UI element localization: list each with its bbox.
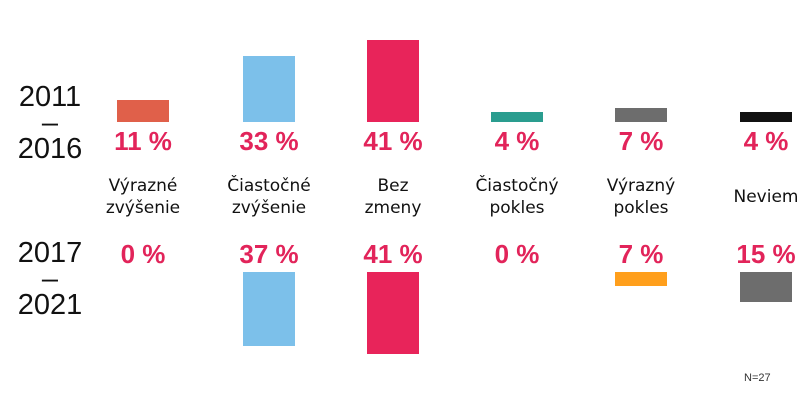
category-label: Výrazné zvýšenie [78, 175, 208, 219]
bar [243, 56, 295, 122]
value-label: 0 % [494, 239, 540, 269]
category-label-line: Neviem [733, 187, 799, 207]
period-top-end: 2016 [17, 133, 83, 165]
value-label: 0 % [120, 239, 166, 269]
category-label-line: Čiastočné [227, 176, 311, 196]
category-label: Čiastočné zvýšenie [204, 175, 334, 219]
period-top-start: 2011 [18, 81, 82, 113]
sample-size-note: N=27 [744, 372, 771, 384]
value-label: 15 % [736, 239, 796, 269]
bar [491, 112, 543, 122]
bar [615, 272, 667, 286]
period-bottom-dash: – [41, 263, 59, 295]
category-label: Výrazný pokles [576, 175, 706, 219]
period-label-top: 2011 – 2016 [0, 81, 100, 165]
value-label: 7 % [618, 239, 664, 269]
bar [740, 272, 792, 302]
bar [367, 40, 419, 122]
period-bottom-start: 2017 [17, 237, 83, 269]
category-label-line: zvýšenie [231, 198, 307, 218]
period-label-bottom: 2017 – 2021 [0, 237, 100, 321]
value-label: 41 % [363, 126, 423, 156]
value-label: 41 % [363, 239, 423, 269]
category-label-line: Výrazný [606, 176, 676, 196]
bar [243, 272, 295, 346]
value-label: 7 % [618, 126, 664, 156]
value-label: 37 % [239, 239, 299, 269]
category-label: Čiastočný pokles [452, 175, 582, 219]
category-label-line: pokles [489, 198, 545, 218]
value-label: 11 % [114, 126, 172, 156]
bar [367, 272, 419, 354]
period-top-dash: – [41, 107, 59, 139]
bar [615, 108, 667, 122]
bar [740, 112, 792, 122]
category-label-line: pokles [613, 198, 669, 218]
bar [117, 100, 169, 122]
value-label: 33 % [239, 126, 299, 156]
category-label-line: zvýšenie [105, 198, 181, 218]
category-label-line: Bez [377, 176, 409, 196]
category-label: Neviem [701, 186, 811, 208]
value-label: 4 % [494, 126, 540, 156]
category-label-line: zmeny [364, 198, 422, 218]
category-label-line: Výrazné [108, 176, 178, 196]
category-label-line: Čiastočný [475, 176, 559, 196]
period-bottom-end: 2021 [17, 289, 83, 321]
category-label: Bez zmeny [328, 175, 458, 219]
value-label: 4 % [743, 126, 789, 156]
